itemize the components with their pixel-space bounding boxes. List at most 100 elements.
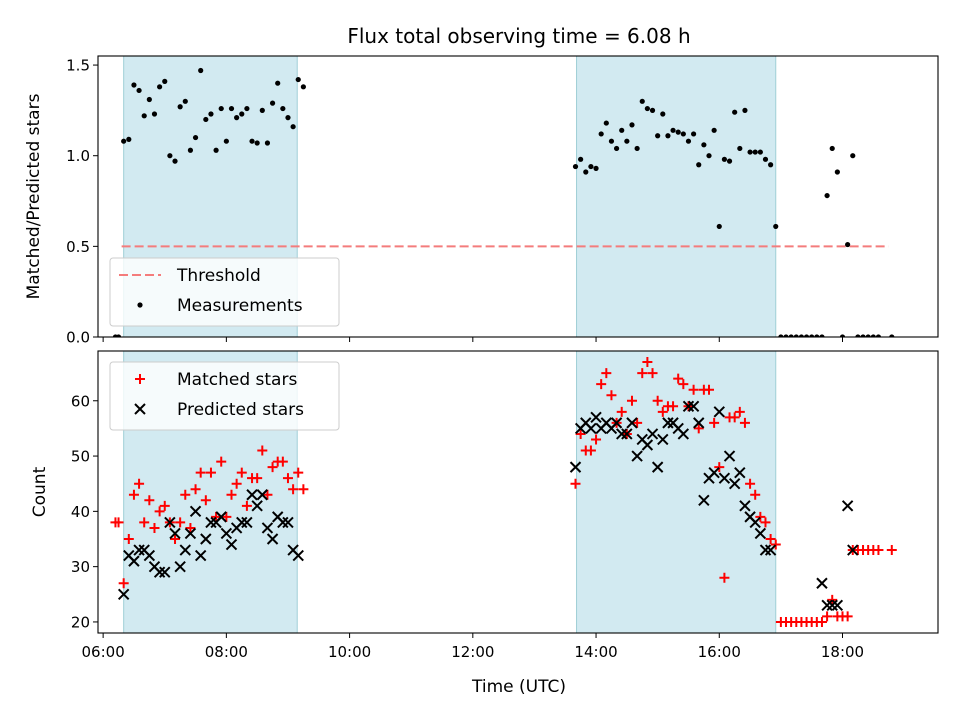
legend-label-measurements: Measurements	[177, 296, 303, 316]
predicted-stars-point	[133, 544, 145, 556]
matched-stars-point	[159, 500, 170, 511]
measurements-point	[860, 334, 866, 337]
measurements-point	[768, 162, 774, 168]
measurements-point	[126, 136, 132, 142]
matched-stars-point	[693, 423, 704, 434]
matched-stars-point	[765, 534, 776, 544]
measurements-point	[264, 140, 271, 146]
measurements-point	[706, 153, 712, 159]
measurements-point	[839, 334, 846, 337]
matched-stars-point	[118, 578, 129, 589]
measurements-point	[644, 105, 650, 112]
matched-stars-point	[585, 445, 596, 456]
matched-stars-point	[626, 395, 637, 406]
measurements-point	[655, 133, 661, 139]
measurements-point	[696, 162, 702, 168]
y-tick-label: 60	[71, 392, 90, 410]
matched-stars-point	[175, 517, 186, 528]
matched-stars-point	[205, 467, 216, 478]
measurements-point	[757, 149, 763, 155]
measurements-point	[855, 334, 861, 337]
measurements-point	[228, 105, 235, 112]
measurements-point	[773, 223, 779, 230]
predicted-stars-point	[739, 500, 751, 512]
predicted-stars-point	[169, 527, 181, 540]
predicted-stars-point	[728, 477, 741, 490]
matched-stars-point	[714, 462, 725, 473]
measurements-point	[234, 115, 240, 121]
measurements-point	[157, 84, 163, 90]
predicted-stars-point	[687, 400, 700, 413]
matched-stars-point	[709, 417, 720, 428]
measurements-point	[613, 145, 620, 152]
x-tick-label: 06:00	[82, 643, 125, 661]
matched-stars-point	[601, 368, 612, 379]
predicted-stars-point	[831, 599, 844, 612]
matched-stars-point	[657, 406, 668, 417]
matched-stars-point	[652, 395, 663, 406]
measurements-point	[870, 334, 876, 337]
matched-stars-point	[149, 522, 160, 533]
matched-stars-series	[110, 357, 897, 627]
predicted-stars-series	[117, 400, 859, 612]
y-tick-label: 50	[71, 448, 90, 466]
predicted-stars-point	[179, 544, 191, 556]
bottom-panel-x-ticks: 06:00 08:00 10:00 12:00 14:00 16:00 18:00	[82, 633, 864, 661]
measurements-point	[680, 131, 686, 137]
predicted-stars-point	[764, 544, 777, 556]
measurements-point	[259, 107, 265, 113]
predicted-stars-point	[184, 527, 197, 540]
matched-stars-point	[673, 373, 684, 384]
measurements-point	[778, 334, 784, 337]
matched-stars-point	[252, 473, 263, 484]
matched-stars-point	[113, 517, 124, 528]
measurements-point	[629, 122, 635, 128]
predicted-stars-point	[682, 400, 695, 413]
measurements-point	[208, 111, 214, 117]
x-tick-label: 14:00	[574, 643, 617, 661]
predicted-stars-point	[194, 549, 207, 562]
observing-window-2	[576, 56, 777, 337]
matched-stars-point	[575, 428, 586, 439]
measurements-point	[889, 334, 895, 337]
measurements-point	[675, 129, 681, 135]
predicted-stars-point	[241, 516, 253, 529]
predicted-stars-point	[128, 555, 140, 567]
measurements-series	[112, 67, 895, 337]
predicted-stars-point	[847, 544, 859, 556]
bottom-panel: 06:00 08:00 10:00 12:00 14:00 16:00 18:00 20 30…	[30, 350, 939, 661]
measurements-point	[151, 111, 158, 117]
matched-stars-point	[591, 434, 602, 445]
matched-stars-point	[185, 522, 196, 533]
predicted-stars-point	[220, 527, 233, 540]
predicted-stars-point	[200, 533, 212, 545]
measurements-point	[752, 149, 758, 155]
matched-stars-point	[277, 456, 288, 467]
matched-stars-point	[231, 478, 242, 489]
matched-stars-point	[637, 368, 648, 379]
predicted-stars-point	[621, 428, 633, 440]
measurements-point	[690, 131, 697, 137]
measurements-point	[578, 156, 584, 162]
predicted-stars-point	[266, 533, 279, 545]
matched-stars-point	[632, 417, 643, 428]
measurements-point	[192, 134, 199, 141]
predicted-stars-point	[646, 428, 659, 440]
legend-swatch-predicted-stars	[134, 403, 146, 415]
chart-title: Flux total observing time = 6.08 h	[347, 24, 690, 48]
measurements-point	[172, 158, 178, 164]
predicted-stars-point	[117, 588, 130, 601]
matched-stars-point	[236, 467, 247, 478]
measurements-point	[608, 138, 615, 144]
matched-stars-point	[616, 406, 627, 417]
matched-stars-point	[827, 594, 838, 605]
predicted-stars-point	[159, 566, 171, 578]
bottom-panel-y-ticks: 20 30 40 50 60	[71, 392, 98, 631]
measurements-point	[583, 169, 589, 175]
predicted-stars-point	[677, 428, 690, 440]
y-tick-label: 0.0	[66, 329, 90, 347]
legend-label-threshold: Threshold	[176, 266, 261, 286]
measurements-point	[162, 78, 168, 84]
predicted-stars-point	[734, 466, 746, 479]
bottom-panel-y-label: Count	[30, 466, 50, 517]
